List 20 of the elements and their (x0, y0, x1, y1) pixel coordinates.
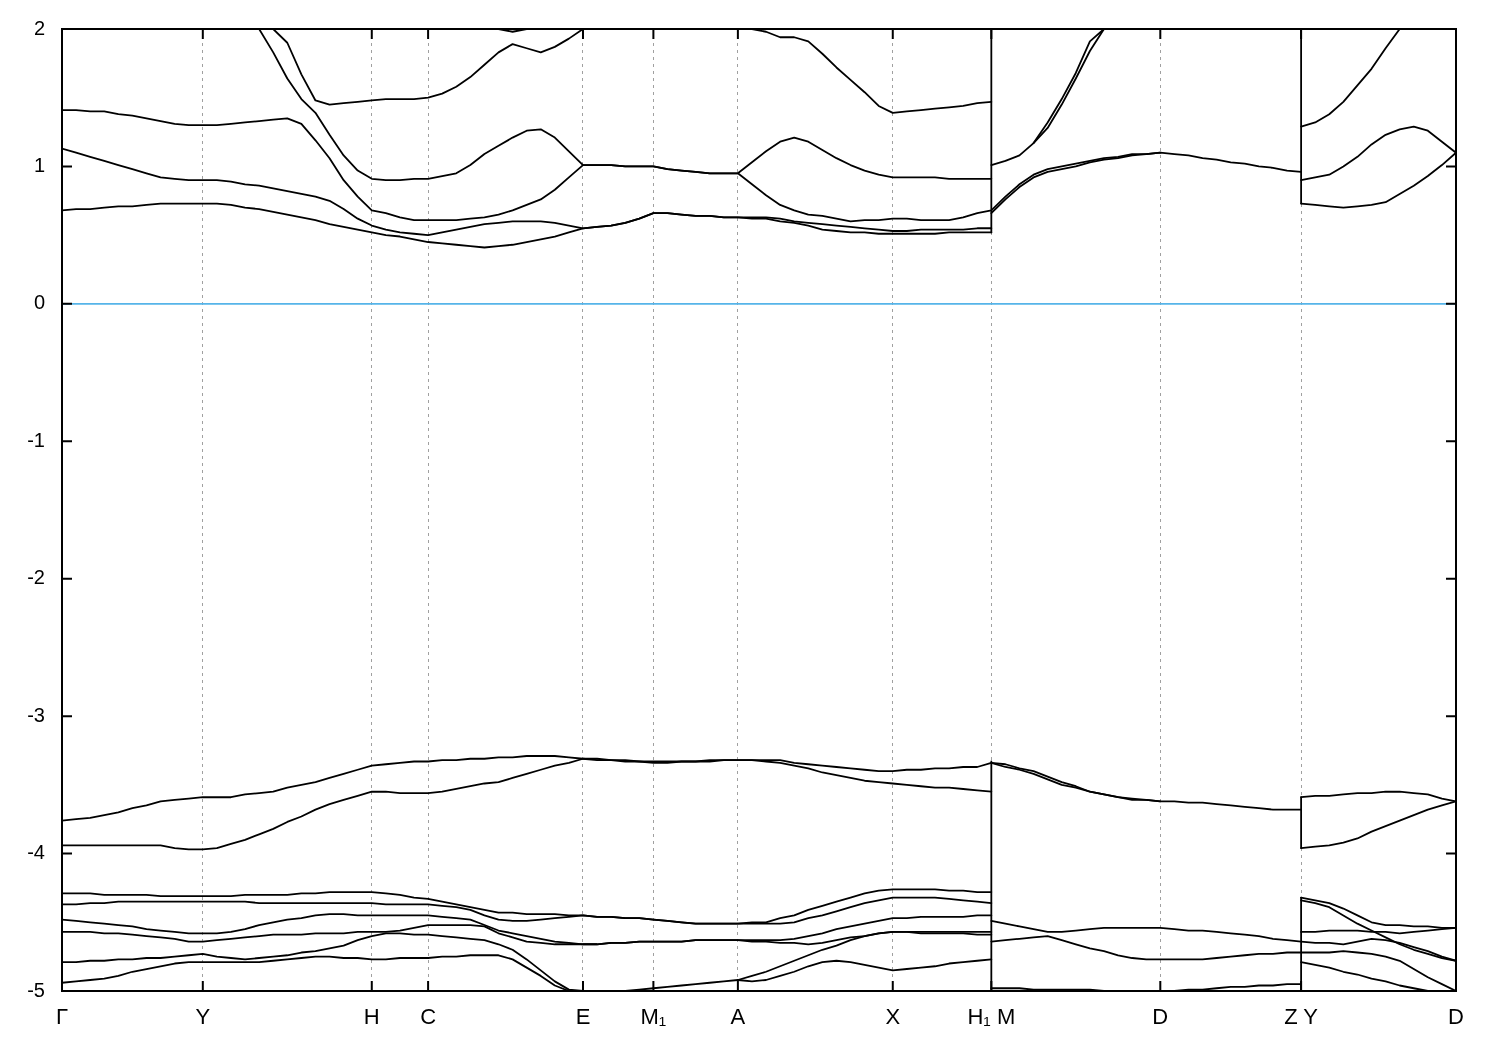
x-tick-label: A (730, 1004, 746, 1030)
x-tick-label: H₁ M (967, 1004, 1016, 1030)
y-tick-label: 1 (33, 153, 45, 176)
x-tick-label: D (1152, 1004, 1169, 1030)
x-tick-label: Y (195, 1004, 211, 1030)
x-tick-label: E (575, 1004, 591, 1030)
y-tick-label: -3 (27, 703, 45, 726)
x-tick-label: C (420, 1004, 437, 1030)
y-tick-label: 0 (33, 291, 45, 314)
y-tick-label: -4 (27, 841, 45, 864)
x-tick-label: Γ (55, 1004, 69, 1030)
x-tick-label: D (1448, 1004, 1464, 1030)
x-tick-label: Z Y (1284, 1004, 1319, 1030)
y-tick-label: -2 (27, 566, 45, 589)
x-tick-label: H (363, 1004, 380, 1030)
x-tick-label: X (885, 1004, 901, 1030)
y-tick-label: -1 (27, 428, 45, 451)
y-tick-label: -5 (27, 978, 45, 1001)
y-tick-label: 2 (33, 16, 45, 39)
x-tick-label: M₁ (640, 1004, 667, 1030)
